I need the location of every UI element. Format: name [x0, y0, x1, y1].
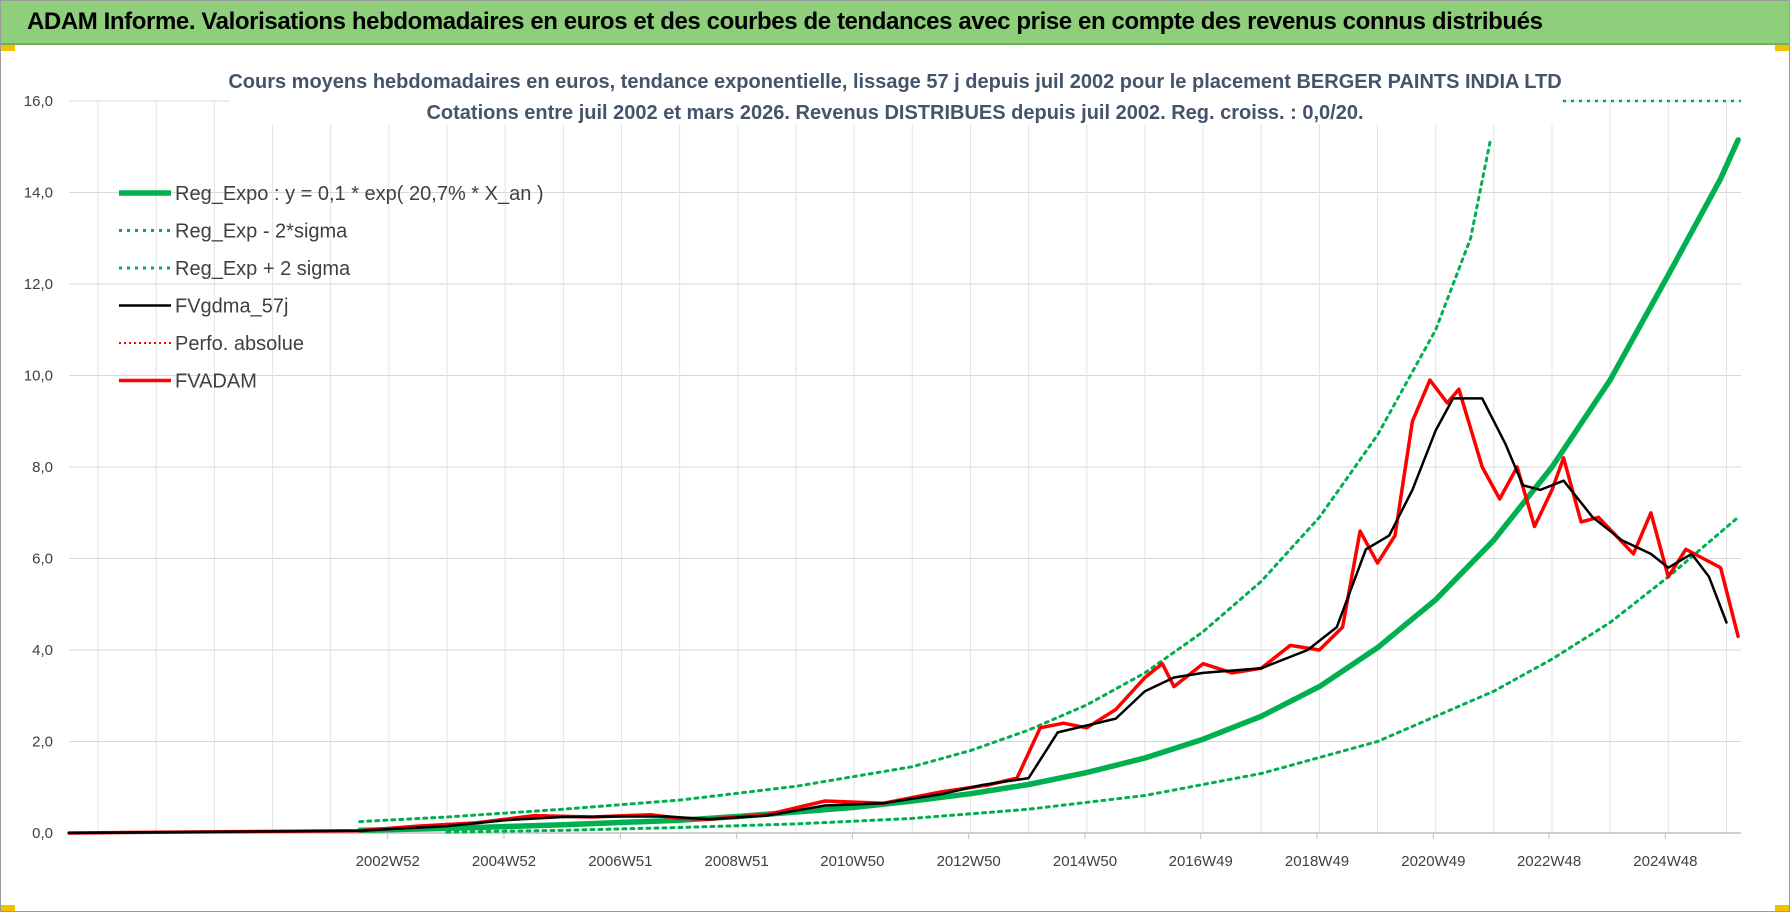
series-group [67, 99, 1741, 835]
x-tick-label: 2006W51 [588, 853, 652, 870]
legend: Reg_Expo : y = 0,1 * exp( 20,7% * X_an )… [119, 183, 544, 393]
x-tick-label: 2024W48 [1633, 853, 1697, 870]
y-tick-label: 16,0 [24, 93, 53, 110]
legend-label-fvgdma: FVgdma_57j [175, 296, 288, 318]
x-tick-label: 2010W50 [820, 853, 884, 870]
corner-marker [1, 45, 15, 51]
y-tick-label: 0,0 [32, 825, 53, 842]
y-tick-label: 2,0 [32, 734, 53, 751]
series-line-fvgdma [67, 397, 1728, 835]
y-tick-label: 10,0 [24, 368, 53, 385]
x-tick-label: 2018W49 [1285, 853, 1349, 870]
y-tick-label: 4,0 [32, 642, 53, 659]
series-line-band_low [445, 515, 1740, 834]
grid [69, 100, 1741, 834]
legend-label-reg: Reg_Expo : y = 0,1 * exp( 20,7% * X_an ) [175, 183, 544, 205]
y-tick-label: 14,0 [24, 185, 53, 202]
chart-title-line2: Cotations entre juil 2002 et mars 2026. … [426, 102, 1363, 124]
chart-title-line1: Cours moyens hebdomadaires en euros, ten… [228, 71, 1561, 93]
x-tick-label: 2014W50 [1053, 853, 1117, 870]
x-tick-label: 2004W52 [472, 853, 536, 870]
legend-label-band_high: Reg_Exp + 2 sigma [175, 258, 351, 280]
x-tick-label: 2020W49 [1401, 853, 1465, 870]
corner-marker [1, 905, 15, 911]
x-tick-label: 2016W49 [1169, 853, 1233, 870]
x-axis-ticks: 2002W52 2004W52 2006W51 2008W51 2010W50 2012W… [356, 833, 1698, 870]
legend-label-band_low: Reg_Exp - 2*sigma [175, 221, 348, 243]
x-tick-label: 2002W52 [356, 853, 420, 870]
legend-label-perfo: Perfo. absolue [175, 333, 304, 355]
x-tick-label: 2012W50 [937, 853, 1001, 870]
header-bar: ADAM Informe. Valorisations hebdomadaire… [1, 1, 1789, 45]
series-line-band_high [358, 136, 1493, 824]
y-tick-label: 8,0 [32, 459, 53, 476]
title-background [229, 64, 1561, 124]
legend-label-fvadam: FVADAM [175, 371, 257, 393]
y-axis-ticks: 0,0 2,0 4,0 6,0 8,0 10,0 12,0 14,0 16,0 [24, 93, 53, 842]
y-tick-label: 12,0 [24, 276, 53, 293]
header-title: ADAM Informe. Valorisations hebdomadaire… [27, 8, 1543, 35]
chart-area: 0,02,04,06,08,010,012,014,016,0 2002W52 2… [24, 64, 1741, 870]
y-tick-label: 6,0 [32, 551, 53, 568]
corner-marker [1775, 905, 1789, 911]
corner-marker [1775, 45, 1789, 51]
x-tick-label: 2008W51 [705, 853, 769, 870]
x-tick-label: 2022W48 [1517, 853, 1581, 870]
series-line-fvadam [67, 378, 1740, 835]
